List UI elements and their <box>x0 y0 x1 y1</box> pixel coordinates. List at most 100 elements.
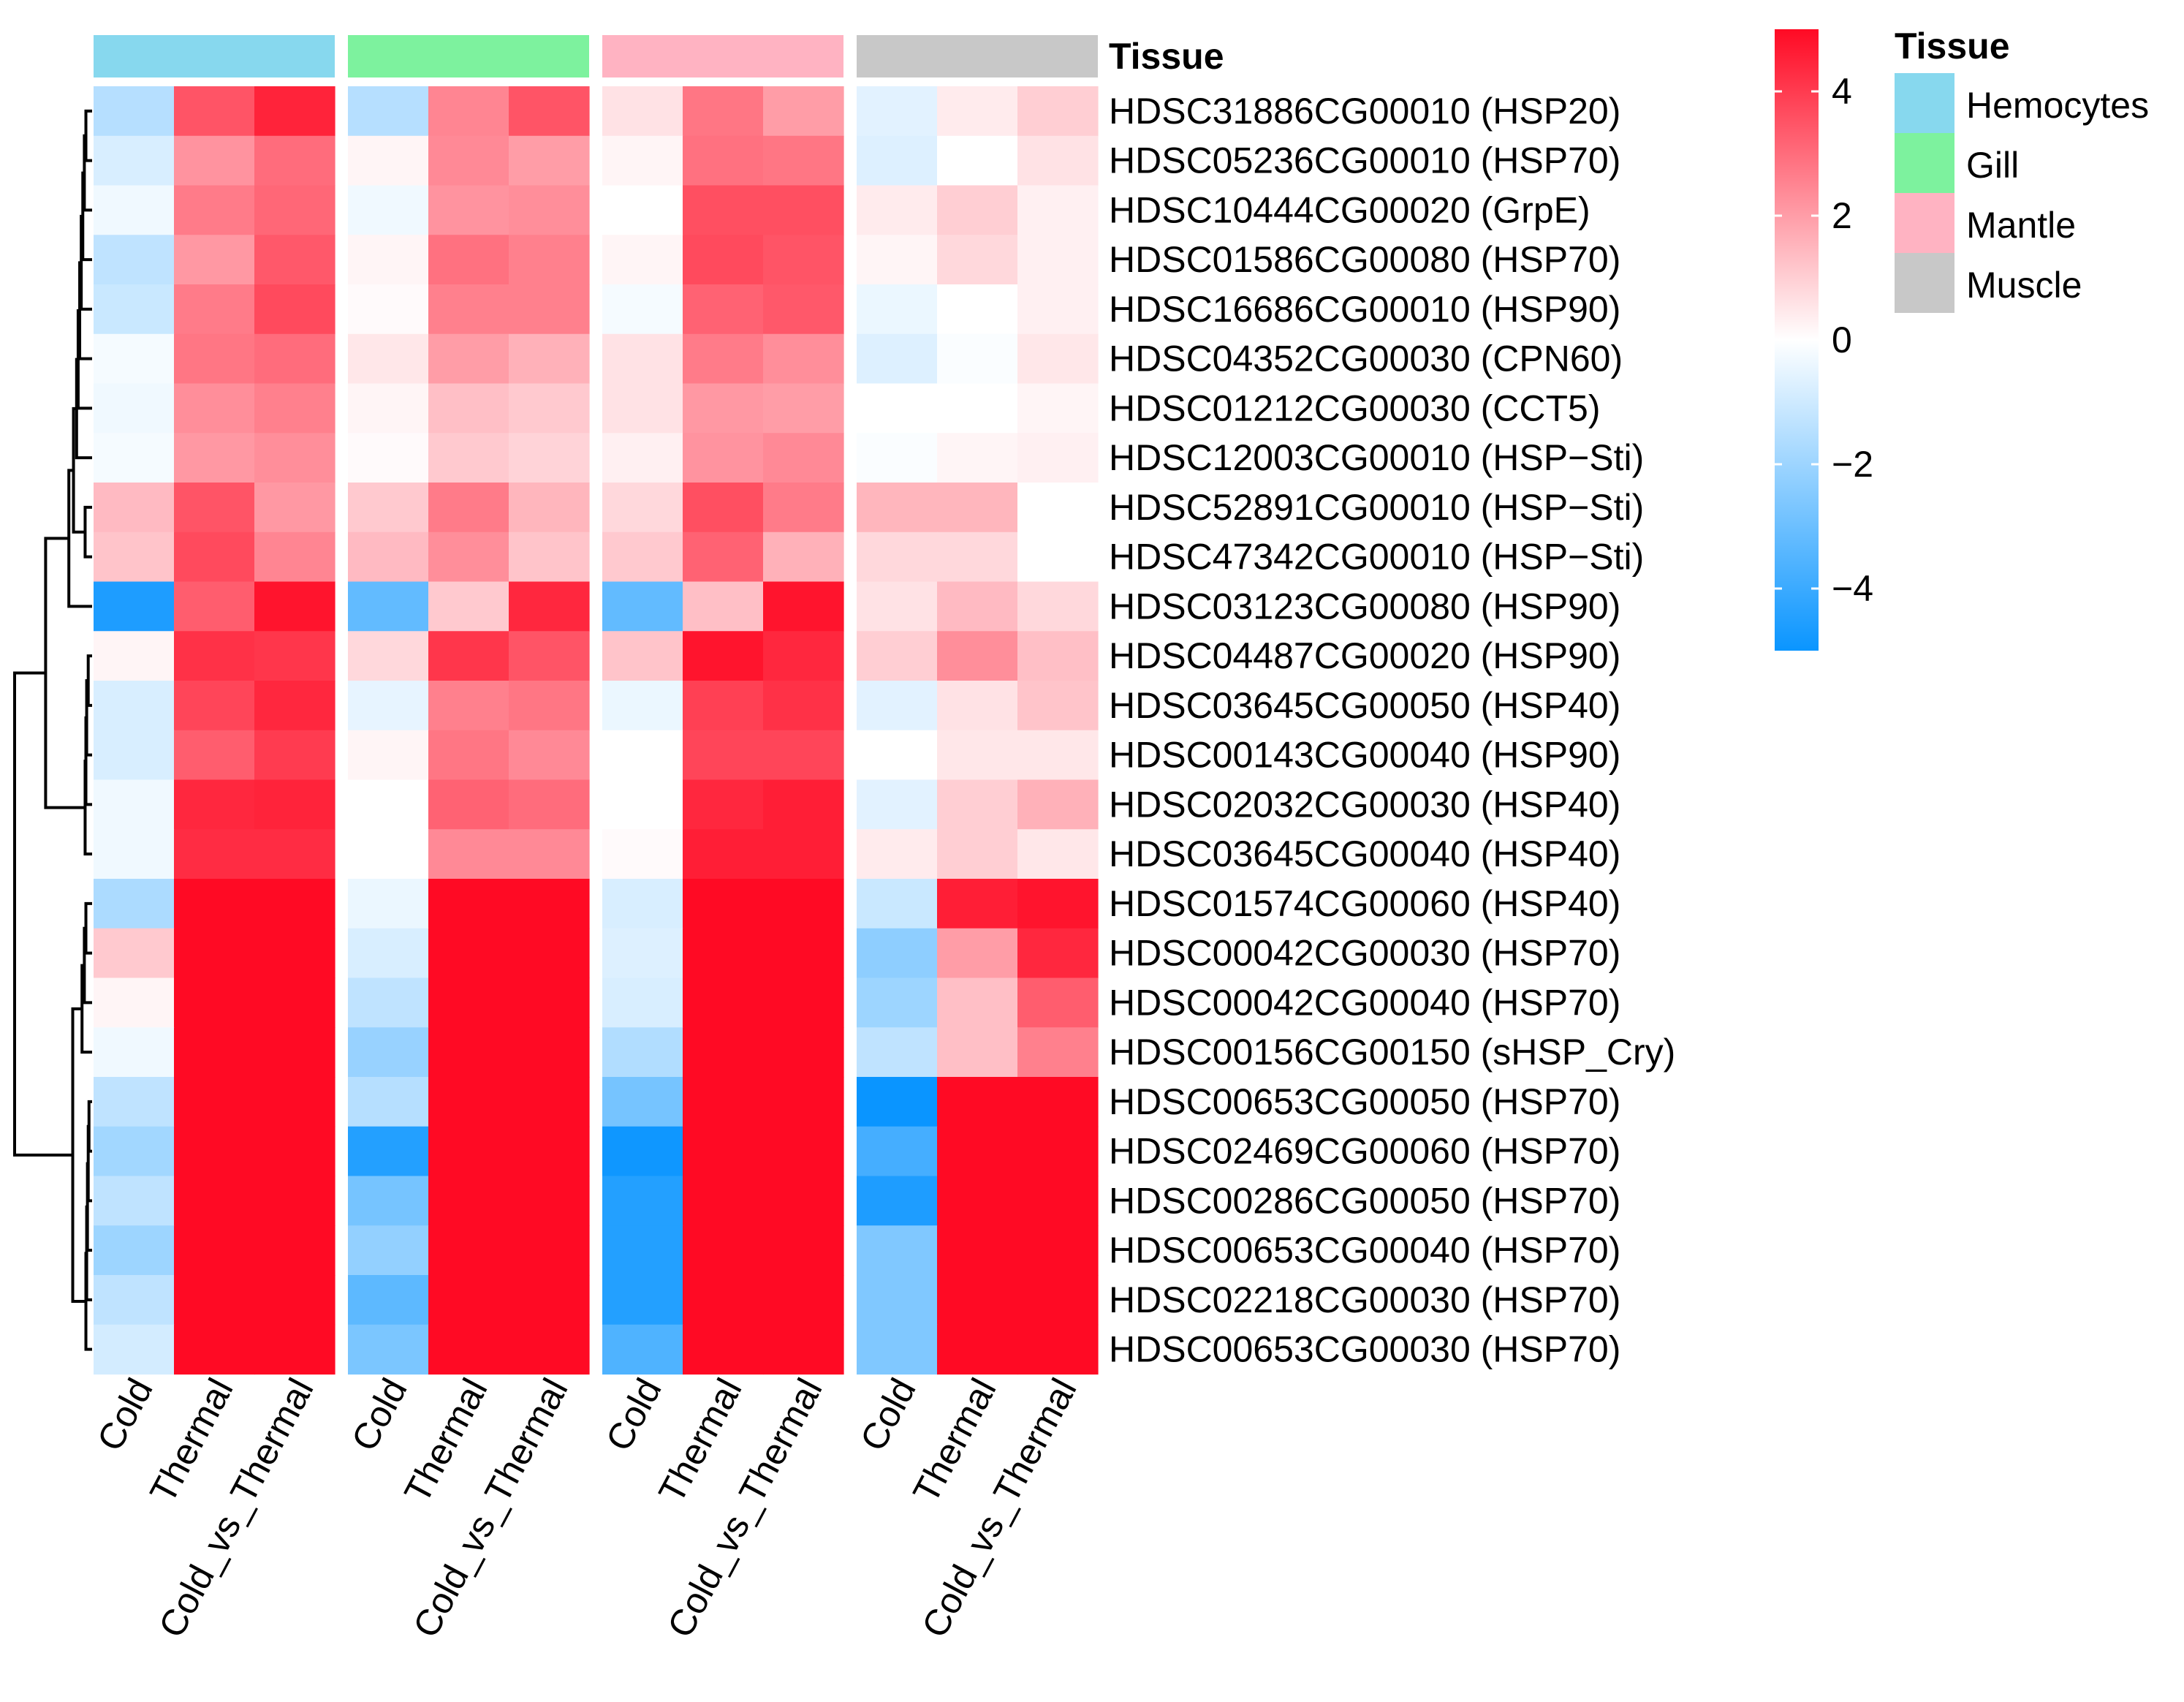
annotation-hemocytes <box>94 35 335 77</box>
heatmap-cell <box>683 928 764 979</box>
heatmap-cell <box>602 235 683 285</box>
dendrogram-branch <box>84 716 92 806</box>
heatmap-cell <box>254 483 335 533</box>
heatmap-cell <box>174 333 255 385</box>
heatmap-cell <box>174 631 255 681</box>
heatmap-cell <box>683 1077 764 1127</box>
row-label: HDSC04487CG00020 (HSP90) <box>1109 635 1620 676</box>
heatmap-cell <box>602 1176 683 1226</box>
heatmap-cell <box>348 383 429 434</box>
row-label: HDSC47342CG00010 (HSP−Sti) <box>1109 537 1644 578</box>
heatmap-cell <box>602 829 683 880</box>
heatmap-cell <box>763 1027 844 1078</box>
heatmap-cell <box>348 86 429 137</box>
heatmap-cell <box>94 1324 175 1375</box>
heatmap-cell <box>174 879 255 929</box>
heatmap-cell <box>509 433 590 483</box>
heatmap-cell <box>254 928 335 979</box>
heatmap-cell <box>509 1126 590 1177</box>
heatmap-cell <box>763 1275 844 1325</box>
tissue-legend-swatch <box>1895 73 1954 133</box>
row-label: HDSC16686CG00010 (HSP90) <box>1109 289 1620 330</box>
heatmap-cell <box>254 235 335 285</box>
heatmap-cell <box>763 681 844 731</box>
heatmap-cell <box>428 829 509 880</box>
heatmap-cell <box>857 483 938 533</box>
heatmap-cell <box>509 86 590 137</box>
row-label: HDSC05236CG00010 (HSP70) <box>1109 140 1620 181</box>
heatmap-cell <box>857 928 938 979</box>
heatmap-cell <box>602 1027 683 1078</box>
heatmap-cell <box>348 779 429 830</box>
heatmap-cell <box>763 879 844 929</box>
heatmap-cell <box>1017 1324 1099 1375</box>
dendrogram-branch <box>83 505 92 559</box>
heatmap-cell <box>857 1027 938 1078</box>
heatmap-cell <box>683 581 764 632</box>
heatmap-cell <box>683 879 764 929</box>
heatmap-cell <box>428 135 509 186</box>
heatmap-cell <box>683 1126 764 1177</box>
color-scale-tick-label: 4 <box>1832 71 1852 112</box>
heatmap-cell <box>348 1275 429 1325</box>
heatmap-cell <box>509 185 590 235</box>
heatmap-cell <box>254 1275 335 1325</box>
heatmap-cell <box>1017 730 1099 781</box>
heatmap-cell <box>763 483 844 533</box>
dendrogram-branch <box>81 171 92 262</box>
heatmap-cell <box>174 829 255 880</box>
color-scale-tick-label: −4 <box>1832 568 1873 609</box>
heatmap-cell <box>937 185 1018 235</box>
heatmap-cell <box>509 977 590 1028</box>
heatmap-cell <box>602 433 683 483</box>
heatmap-cell <box>174 433 255 483</box>
row-label: HDSC01212CG00030 (CCT5) <box>1109 387 1601 428</box>
heatmap-cell <box>602 977 683 1028</box>
heatmap-cell <box>348 928 429 979</box>
heatmap-cell <box>174 581 255 632</box>
heatmap-cell <box>348 681 429 731</box>
heatmap-cell <box>348 1324 429 1375</box>
heatmap-cell <box>1017 383 1099 434</box>
heatmap-cell <box>348 1027 429 1078</box>
heatmap-cell <box>602 681 683 731</box>
heatmap-cell <box>1017 532 1099 583</box>
heatmap-cell <box>857 86 938 137</box>
heatmap-cell <box>683 681 764 731</box>
heatmap-cell <box>937 1275 1018 1325</box>
heatmap-cell <box>174 185 255 235</box>
heatmap-cell <box>857 829 938 880</box>
heatmap-cell <box>254 829 335 880</box>
heatmap-cell <box>602 333 683 385</box>
heatmap-cell <box>174 483 255 533</box>
heatmap-cell <box>1017 1275 1099 1325</box>
heatmap-cell <box>763 1077 844 1127</box>
heatmap-cell <box>763 433 844 483</box>
heatmap-cell <box>174 1275 255 1325</box>
heatmap-cell <box>683 532 764 583</box>
heatmap-cell <box>683 383 764 434</box>
heatmap-cell <box>1017 333 1099 385</box>
heatmap-cell <box>348 284 429 335</box>
heatmap-cell <box>857 681 938 731</box>
heatmap-cell <box>174 928 255 979</box>
heatmap-cell <box>683 829 764 880</box>
heatmap-cell <box>509 333 590 385</box>
heatmap-cell <box>428 1275 509 1325</box>
heatmap-cell <box>937 581 1018 632</box>
heatmap-cell <box>254 532 335 583</box>
heatmap-cell <box>602 532 683 583</box>
heatmap-cell <box>348 977 429 1028</box>
heatmap-cell <box>94 86 175 137</box>
heatmap-cell <box>763 977 844 1028</box>
heatmap-cell <box>602 730 683 781</box>
heatmap-cell <box>857 135 938 186</box>
heatmap-cell <box>937 1126 1018 1177</box>
heatmap-cell <box>348 433 429 483</box>
row-label: HDSC03645CG00050 (HSP40) <box>1109 685 1620 726</box>
row-label: HDSC10444CG00020 (GrpE) <box>1109 189 1590 230</box>
heatmap-cell <box>254 1126 335 1177</box>
heatmap-cell <box>428 1225 509 1276</box>
dendrogram-branch <box>44 537 86 809</box>
